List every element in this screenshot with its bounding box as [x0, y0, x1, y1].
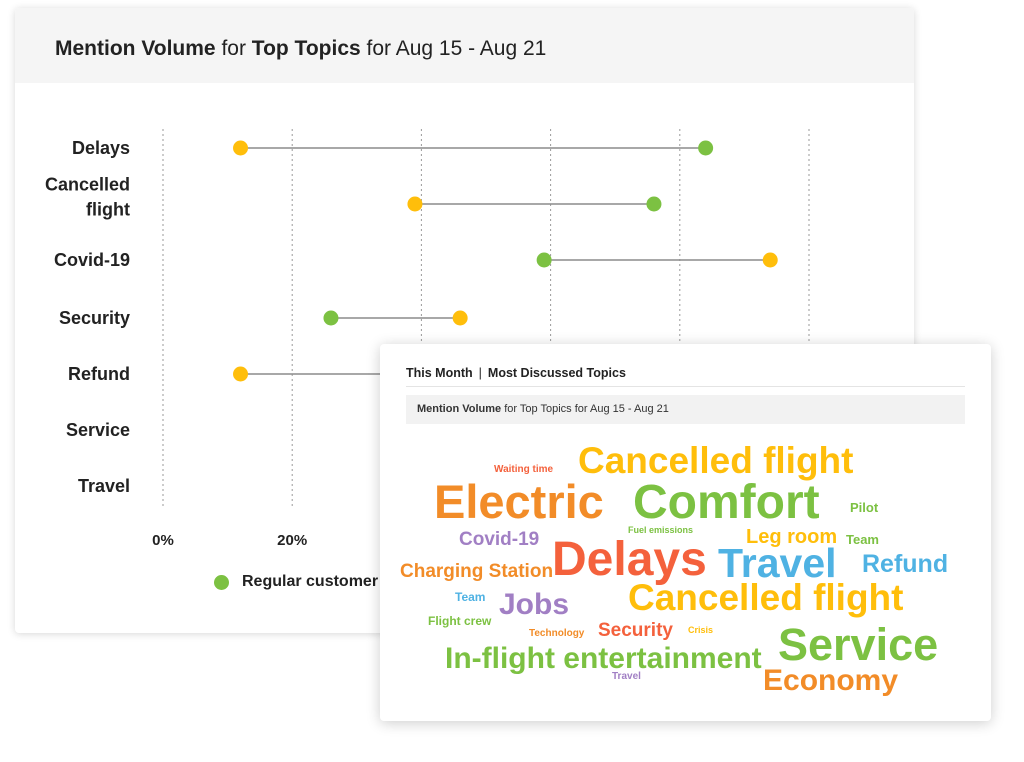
word-cloud-term[interactable]: Technology — [529, 628, 585, 639]
word-cloud-term[interactable]: Travel — [718, 540, 837, 586]
word-cloud-term[interactable]: Team — [455, 590, 486, 604]
title-bold-metric: Mention Volume — [55, 37, 216, 60]
word-cloud-term[interactable]: Crisis — [688, 625, 714, 635]
word-cloud-term[interactable]: Flight crew — [428, 614, 492, 628]
title-text-for: for — [215, 37, 252, 60]
point-series-2 — [407, 196, 423, 212]
word-cloud: Waiting time Cancelled flight Electric Comf… — [380, 344, 991, 721]
cloud-subtitle-bar: Mention Volume for Top Topics for Aug 15… — [406, 395, 965, 424]
word-cloud-panel: This Month | Most Discussed Topics Mention… — [380, 344, 991, 721]
word-cloud-term[interactable]: Travel — [612, 671, 641, 682]
cloud-subtitle-text: for Top Topics for Aug 15 - Aug 21 — [501, 403, 669, 415]
point-series-2 — [233, 140, 249, 156]
point-series-2 — [762, 252, 778, 268]
word-cloud-term[interactable]: Cancelled flight — [578, 440, 854, 481]
word-cloud-term[interactable]: Economy — [763, 664, 899, 697]
word-cloud-term[interactable]: Cancelled flight — [628, 577, 904, 618]
word-cloud-term[interactable]: Security — [598, 620, 673, 641]
category-label: Service — [66, 420, 130, 440]
word-cloud-term[interactable]: Electric — [434, 475, 604, 528]
word-cloud-term[interactable]: Waiting time — [494, 464, 554, 475]
point-regular-customer — [536, 252, 552, 268]
cloud-header: This Month | Most Discussed Topics — [406, 366, 626, 380]
cloud-header-separator: | — [478, 366, 482, 380]
word-cloud-term[interactable]: Jobs — [499, 588, 570, 621]
title-date-range: for Aug 15 - Aug 21 — [360, 37, 547, 60]
title-bold-topics: Top Topics — [251, 37, 361, 60]
point-series-2 — [452, 310, 468, 326]
point-series-2 — [233, 366, 249, 382]
cloud-subtitle-metric: Mention Volume — [417, 403, 502, 415]
cloud-header-title: Most Discussed Topics — [487, 366, 626, 380]
cloud-header-period[interactable]: This Month — [406, 366, 473, 380]
word-cloud-term[interactable]: Delays — [552, 533, 707, 586]
category-label: Security — [59, 308, 130, 328]
panel-header: Mention Volume for Top Topics for Aug 15… — [15, 8, 914, 83]
x-tick-label: 0% — [152, 532, 174, 549]
word-cloud-term[interactable]: Team — [846, 532, 879, 547]
word-cloud-term[interactable]: Comfort — [633, 476, 820, 529]
point-regular-customer — [323, 310, 339, 326]
cloud-subtitle: Mention Volume for Top Topics for Aug 15… — [417, 403, 669, 415]
category-label: Delays — [72, 138, 130, 158]
word-cloud-term[interactable]: Charging Station — [400, 561, 554, 582]
point-regular-customer — [646, 196, 662, 212]
word-cloud-term[interactable]: Fuel emissions — [628, 525, 694, 535]
category-label: flight — [86, 200, 130, 220]
category-label: Cancelled — [45, 175, 130, 195]
legend-label: Regular customer — [242, 573, 379, 590]
word-cloud-term[interactable]: In-flight entertainment — [445, 642, 762, 675]
word-cloud-term[interactable]: Refund — [862, 550, 949, 578]
chart-legend: Regular customer — [214, 573, 378, 591]
x-tick-label: 20% — [277, 532, 307, 549]
word-cloud-term[interactable]: Covid-19 — [459, 529, 540, 550]
word-cloud-term[interactable]: Leg room — [746, 526, 838, 548]
legend-swatch — [214, 574, 229, 590]
panel-title: Mention Volume for Top Topics for Aug 15… — [55, 37, 546, 61]
word-cloud-term[interactable]: Pilot — [850, 500, 879, 515]
category-label: Travel — [78, 476, 130, 496]
category-label: Covid-19 — [54, 250, 130, 270]
point-regular-customer — [698, 140, 714, 156]
category-label: Refund — [68, 364, 130, 384]
word-cloud-term[interactable]: Service — [778, 619, 939, 670]
cloud-divider — [406, 386, 965, 387]
